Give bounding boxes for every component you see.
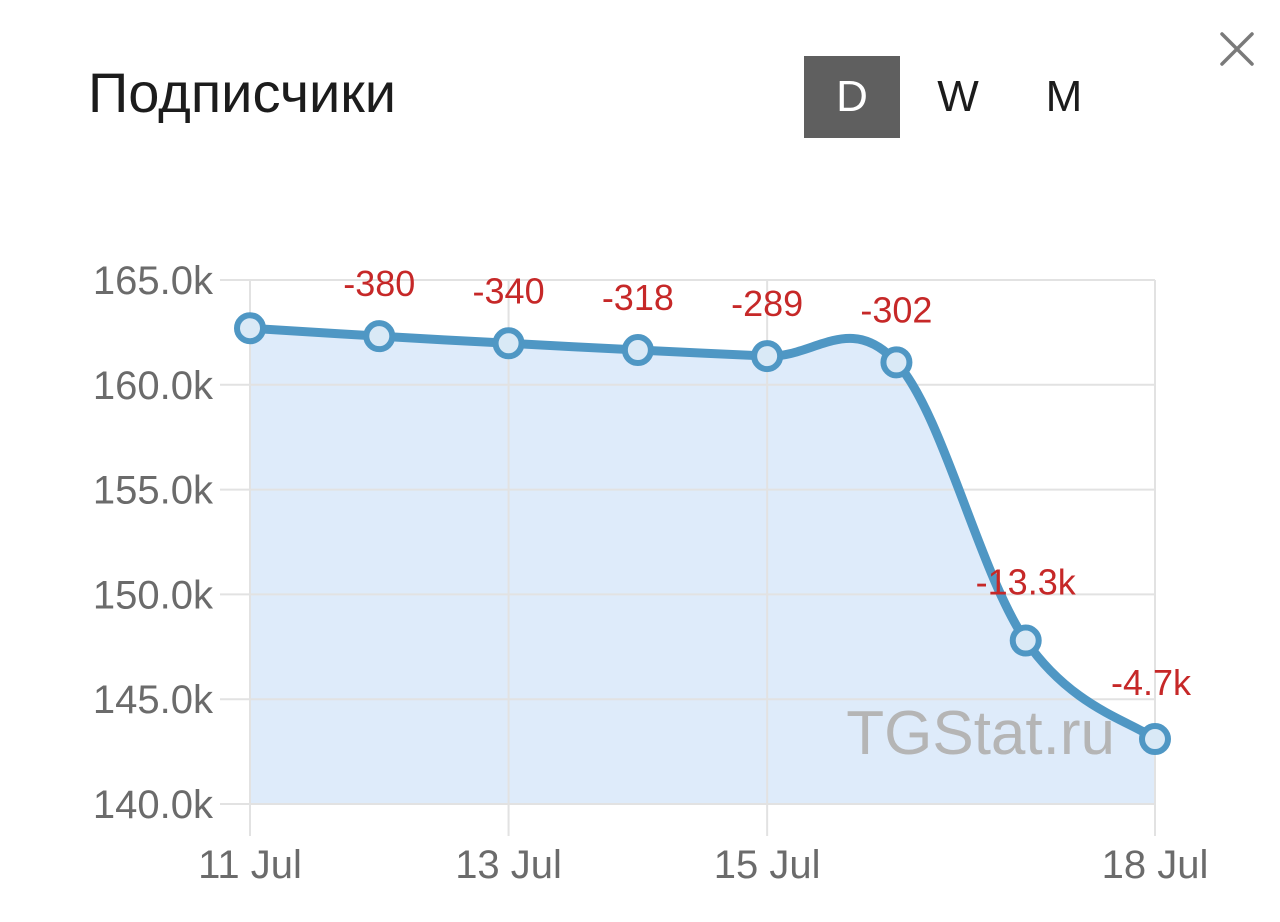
data-point xyxy=(751,340,784,373)
x-tick-label: 13 Jul xyxy=(455,843,562,887)
delta-label: -289 xyxy=(731,283,803,324)
x-tick-label: 11 Jul xyxy=(198,843,302,887)
data-point xyxy=(1009,624,1042,657)
data-point xyxy=(1139,723,1171,756)
y-tick-label: 145.0k xyxy=(93,678,214,722)
period-week-button[interactable]: W xyxy=(937,72,979,121)
data-point xyxy=(363,320,396,353)
data-point xyxy=(234,312,266,345)
y-tick-label: 155.0k xyxy=(93,469,214,513)
delta-label: -4.7k xyxy=(1111,662,1192,703)
series-area xyxy=(250,328,1155,804)
period-month-button[interactable]: M xyxy=(1045,72,1083,121)
period-selector: D W M xyxy=(804,56,1122,138)
delta-label: -318 xyxy=(602,277,674,318)
period-day-button[interactable]: D xyxy=(804,56,900,138)
delta-label: -13.3k xyxy=(976,562,1077,603)
y-tick-label: 140.0k xyxy=(93,783,214,827)
x-tick-label: 15 Jul xyxy=(714,843,821,887)
data-point xyxy=(621,334,654,367)
y-tick-label: 160.0k xyxy=(93,364,214,408)
x-tick-label: 18 Jul xyxy=(1102,843,1209,887)
y-tick-label: 165.0k xyxy=(93,259,214,303)
delta-label: -380 xyxy=(343,263,415,304)
watermark: TGStat.ru xyxy=(846,699,1115,768)
data-point xyxy=(880,346,913,379)
y-tick-label: 150.0k xyxy=(93,573,214,617)
data-point xyxy=(492,327,525,360)
close-icon[interactable] xyxy=(1214,26,1260,72)
delta-label: -302 xyxy=(860,289,932,330)
delta-label: -340 xyxy=(473,270,545,311)
chart-title: Подписчики xyxy=(88,61,397,124)
